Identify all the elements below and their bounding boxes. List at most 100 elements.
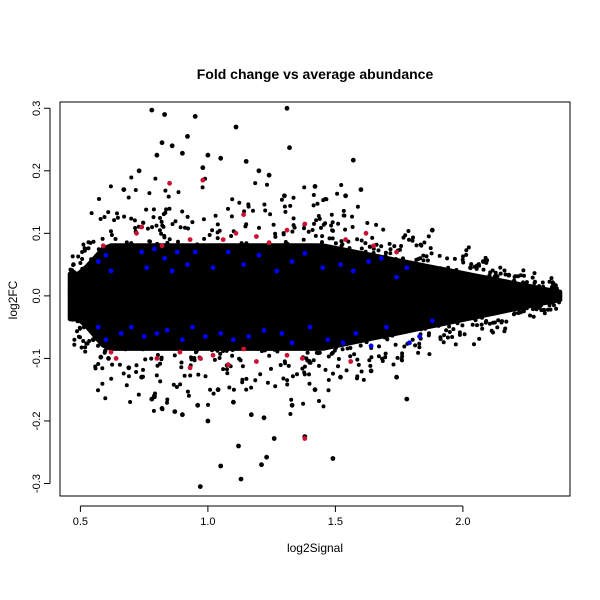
cloud-point: [110, 362, 115, 367]
cloud-point: [81, 339, 86, 343]
cloud-point: [371, 324, 376, 329]
cloud-point: [240, 380, 245, 385]
cloud-point: [218, 351, 223, 356]
cloud-point: [508, 280, 513, 285]
cloud-point: [336, 364, 340, 369]
y-axis-title: log2FC: [6, 280, 20, 319]
cloud-point: [332, 348, 337, 353]
point-blue: [407, 340, 412, 346]
cloud-point: [326, 388, 331, 393]
cloud-point: [89, 257, 94, 262]
cloud-point: [429, 251, 434, 256]
cloud-point: [186, 393, 191, 398]
cloud-point: [498, 271, 503, 276]
cloud-point: [469, 278, 474, 283]
cloud-point: [326, 378, 331, 382]
point-blue: [218, 331, 224, 336]
cloud-point: [532, 302, 537, 307]
y-tick-label: 0.3: [31, 101, 43, 116]
cloud-point: [466, 245, 471, 250]
point-black: [169, 143, 175, 149]
cloud-point: [96, 247, 101, 252]
cloud-point: [295, 250, 300, 255]
cloud-point: [498, 265, 503, 270]
cloud-point: [388, 251, 393, 256]
cloud-point: [302, 185, 307, 190]
cloud-point: [237, 200, 242, 205]
cloud-point: [453, 342, 458, 347]
cloud-point: [525, 301, 529, 306]
cloud-point: [550, 285, 554, 289]
cloud-point: [269, 325, 273, 330]
cloud-point: [355, 237, 360, 242]
cloud-point: [178, 382, 183, 387]
cloud-point: [185, 389, 190, 394]
cloud-point: [422, 240, 427, 245]
cloud-point: [491, 330, 495, 335]
cloud-point: [273, 231, 278, 236]
cloud-point: [188, 373, 193, 378]
cloud-point: [76, 307, 81, 312]
cloud-point: [364, 340, 369, 345]
cloud-point: [71, 275, 76, 279]
cloud-point: [379, 244, 384, 249]
cloud-point: [439, 268, 444, 273]
cloud-point: [269, 366, 273, 371]
cloud-point: [331, 331, 336, 336]
cloud-point: [331, 371, 335, 376]
cloud-point: [400, 354, 405, 359]
cloud-point: [417, 345, 422, 350]
cloud-point: [427, 331, 431, 336]
cloud-point: [128, 400, 133, 404]
point-blue: [225, 249, 231, 255]
cloud-point: [439, 275, 444, 280]
cloud-point: [196, 372, 201, 377]
cloud-point: [323, 367, 328, 372]
cloud-point: [427, 352, 432, 357]
cloud-point: [419, 320, 424, 325]
cloud-point: [288, 331, 293, 336]
cloud-point: [452, 256, 457, 261]
cloud-point: [532, 306, 537, 311]
cloud-point: [341, 208, 346, 213]
cloud-point: [302, 346, 307, 351]
cloud-point: [275, 245, 280, 250]
cloud-point: [73, 280, 78, 284]
cloud-point: [147, 191, 152, 196]
cloud-point: [336, 340, 340, 345]
cloud-point: [151, 207, 156, 212]
cloud-point: [464, 248, 469, 253]
point-blue: [210, 265, 216, 271]
cloud-point: [400, 358, 404, 363]
cloud-point: [154, 373, 159, 378]
cloud-point: [142, 342, 147, 347]
cloud-point: [71, 308, 76, 313]
cloud-point: [308, 346, 313, 351]
cloud-point: [475, 323, 479, 328]
point-black: [154, 152, 160, 158]
cloud-point: [294, 341, 299, 345]
cloud-point: [165, 240, 170, 245]
cloud-point: [474, 313, 479, 318]
x-tick-label: 1.5: [328, 516, 343, 528]
cloud-point: [263, 263, 268, 268]
cloud-point: [186, 325, 191, 330]
cloud-point: [380, 359, 385, 363]
cloud-point: [179, 365, 184, 370]
cloud-point: [189, 357, 194, 362]
cloud-point: [441, 316, 446, 321]
point-red: [197, 356, 203, 361]
cloud-point: [256, 346, 260, 351]
cloud-point: [367, 358, 372, 363]
cloud-point: [550, 288, 555, 293]
point-red: [177, 349, 183, 355]
cloud-point: [96, 362, 101, 366]
cloud-point: [414, 257, 419, 262]
cloud-point: [201, 340, 206, 345]
cloud-point: [244, 387, 249, 392]
cloud-point: [169, 327, 174, 332]
cloud-point: [487, 321, 492, 326]
cloud-point: [93, 321, 97, 326]
cloud-point: [337, 336, 342, 341]
cloud-point: [105, 326, 110, 331]
